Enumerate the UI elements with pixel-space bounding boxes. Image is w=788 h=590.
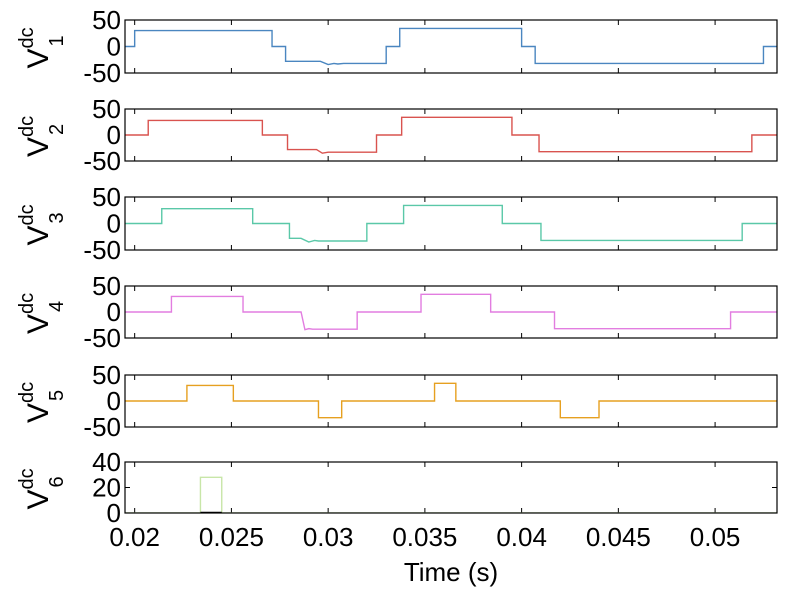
y-label-subscript: 1 (46, 35, 68, 46)
y-tick-label: -50 (83, 58, 121, 88)
y-label-superscript: dc (16, 382, 38, 403)
y-axis-label: Vdc 6 (16, 468, 68, 509)
y-label-main: V (22, 403, 55, 423)
y-axis-label: Vdc 4 (16, 293, 68, 334)
series-line (125, 116, 777, 154)
y-label-superscript: dc (16, 116, 38, 137)
y-label-main: V (22, 137, 55, 157)
x-axis-label: Time (s) (404, 557, 498, 587)
x-axis: 0.02 0.025 0.03 0.035 0.04 0.045 0.05 (109, 522, 740, 552)
y-tick-label: 50 (92, 5, 121, 35)
y-tick-label: -50 (83, 323, 121, 353)
y-tick-label: 0 (107, 297, 121, 327)
y-label-main: V (22, 314, 55, 334)
axes-frame (124, 108, 778, 162)
series-line (125, 476, 777, 513)
x-tick-label: 0.035 (392, 522, 457, 552)
y-tick-label: 0 (107, 498, 121, 528)
x-tick-label: 0.02 (109, 522, 160, 552)
y-tick-label: 50 (92, 94, 121, 124)
y-label-superscript: dc (16, 27, 38, 48)
x-tick-label: 0.025 (199, 522, 264, 552)
y-label-superscript: dc (16, 204, 38, 225)
axes-frame (124, 461, 778, 514)
y-axis-label: Vdc 5 (16, 382, 68, 423)
y-tick-label: 50 (92, 182, 121, 212)
y-tick-label: 0 (107, 209, 121, 239)
axes-frame (124, 285, 778, 339)
y-tick-label: 0 (107, 32, 121, 62)
subplot-2: 500-50 Vdc 2 (16, 94, 778, 176)
y-label-subscript: 6 (46, 476, 68, 487)
x-tick-label: 0.045 (586, 522, 651, 552)
y-label-main: V (22, 225, 55, 245)
x-tick-label: 0.04 (496, 522, 547, 552)
y-label-main: V (22, 489, 55, 509)
subplot-5: 500-50 Vdc 5 (16, 360, 778, 442)
series-line (125, 27, 777, 66)
y-tick-label: 50 (92, 360, 121, 390)
subplot-1: 500-50 Vdc 1 (16, 5, 778, 88)
y-tick-label: -50 (83, 412, 121, 442)
axes-frame (124, 19, 778, 74)
y-tick-label: 50 (92, 271, 121, 301)
y-label-subscript: 4 (46, 301, 68, 312)
axes-frame (124, 196, 778, 251)
subplot-3: 500-50 Vdc 3 (16, 182, 778, 265)
y-label-superscript: dc (16, 468, 38, 489)
y-axis-label: Vdc 2 (16, 116, 68, 157)
y-label-superscript: dc (16, 293, 38, 314)
y-tick-label: 40 (92, 447, 121, 477)
y-label-main: V (22, 48, 55, 68)
y-tick-label: 0 (107, 120, 121, 150)
subplot-4: 500-50 Vdc 4 (16, 271, 778, 353)
y-tick-label: -50 (83, 235, 121, 265)
y-axis-label: Vdc 3 (16, 204, 68, 245)
series-line (125, 293, 777, 331)
series-line (125, 204, 777, 243)
x-tick-label: 0.03 (303, 522, 354, 552)
y-label-subscript: 2 (46, 124, 68, 135)
y-label-subscript: 5 (46, 390, 68, 401)
y-axis-label: Vdc 1 (16, 27, 68, 68)
x-tick-label: 0.05 (690, 522, 741, 552)
axes-frame (124, 374, 778, 428)
y-tick-label: -50 (83, 146, 121, 176)
y-tick-label: 20 (92, 473, 121, 503)
series-line (125, 382, 777, 419)
y-tick-label: 0 (107, 386, 121, 416)
y-label-subscript: 3 (46, 212, 68, 223)
